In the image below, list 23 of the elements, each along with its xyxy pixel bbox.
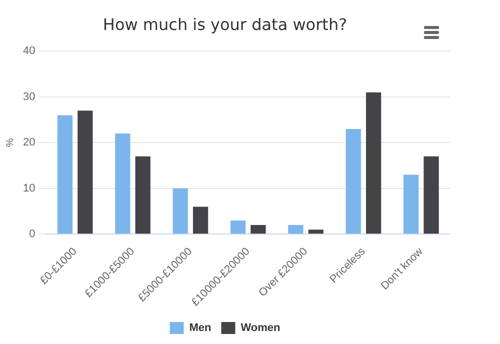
bar xyxy=(115,134,130,234)
y-tick-label: 30 xyxy=(22,90,36,103)
bar xyxy=(403,174,419,234)
bar xyxy=(346,128,361,234)
bar xyxy=(308,230,324,234)
bar xyxy=(288,225,304,234)
legend-label: Men xyxy=(189,322,212,334)
y-tick-label: 0 xyxy=(29,228,36,240)
bar xyxy=(78,110,93,234)
bar xyxy=(135,156,150,234)
bar xyxy=(250,225,266,234)
bar xyxy=(366,92,382,234)
bar xyxy=(192,206,208,234)
bar xyxy=(424,156,439,234)
bar xyxy=(57,115,73,234)
bar xyxy=(230,220,246,234)
y-axis-title: % xyxy=(4,138,16,148)
y-tick-label: 20 xyxy=(22,136,36,149)
bar xyxy=(172,188,188,234)
y-tick-label: 40 xyxy=(22,45,36,58)
y-tick-label: 10 xyxy=(22,182,36,194)
chart-title: How much is your data worth? xyxy=(102,14,348,34)
legend-label: Women xyxy=(240,322,281,334)
